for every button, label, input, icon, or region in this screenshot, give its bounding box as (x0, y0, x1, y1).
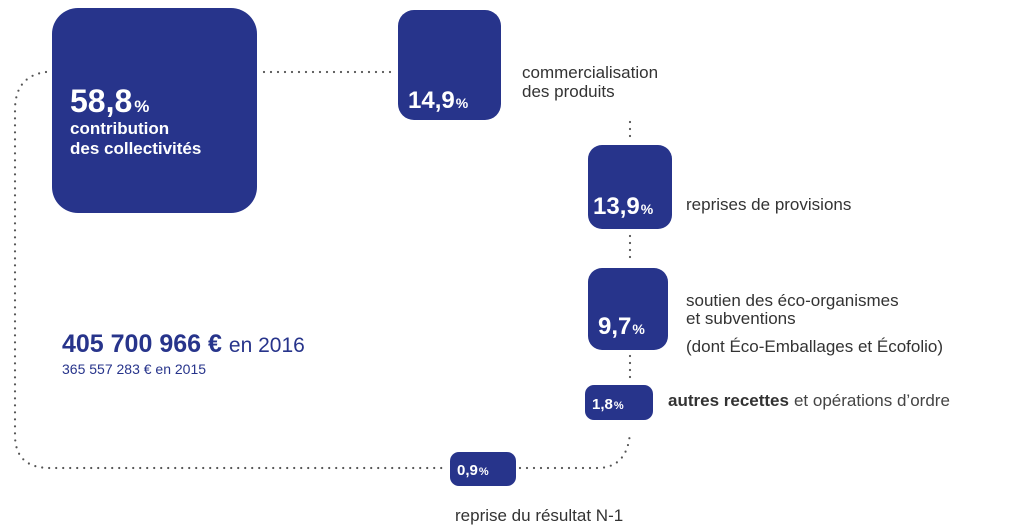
node-value: 14,9% (408, 87, 469, 114)
value: 1,8 (592, 396, 613, 413)
node-note: (dont Éco-Emballages et Écofolio) (686, 337, 943, 356)
total: 405 700 966 € en 2016 (62, 330, 305, 358)
value: 9,7 (598, 313, 631, 340)
unit: % (641, 201, 654, 217)
node-label: et subventions (686, 309, 796, 328)
year: en 2016 (229, 334, 305, 357)
value: 13,9 (593, 193, 640, 220)
node-label: reprise du résultat N-1 (455, 506, 623, 525)
label: autres recettes (668, 391, 789, 410)
unit: % (134, 97, 149, 116)
node-label: autres recettes et opérations d’ordre (668, 391, 950, 410)
value: 0,9 (457, 462, 478, 479)
value: 58,8 (70, 83, 132, 119)
total-previous: 365 557 283 € en 2015 (62, 361, 206, 377)
node-value: 58,8% (70, 83, 149, 119)
node-label: commercialisation (522, 63, 658, 82)
node-label: contribution (70, 119, 169, 138)
unit: % (614, 400, 624, 412)
node-box (588, 268, 668, 350)
node-label: des collectivités (70, 139, 201, 158)
node-box (588, 145, 672, 229)
node-label: soutien des éco-organismes (686, 291, 899, 310)
node-box (585, 385, 653, 420)
node-box (450, 452, 516, 486)
node-box (52, 8, 257, 213)
node-value: 13,9% (593, 193, 654, 220)
value: 14,9 (408, 87, 455, 114)
label-suffix: et opérations d’ordre (794, 391, 950, 410)
connectors (13, 70, 632, 470)
amount: 405 700 966 € (62, 330, 222, 358)
node-value: 1,8% (592, 396, 624, 413)
unit: % (632, 321, 645, 337)
unit: % (456, 95, 469, 111)
unit: % (479, 466, 489, 478)
node-label: des produits (522, 82, 615, 101)
node-value: 9,7% (598, 313, 645, 340)
node-value: 0,9% (457, 462, 489, 479)
node-box (398, 10, 501, 120)
connector (518, 430, 632, 470)
node-label: reprises de provisions (686, 195, 851, 214)
